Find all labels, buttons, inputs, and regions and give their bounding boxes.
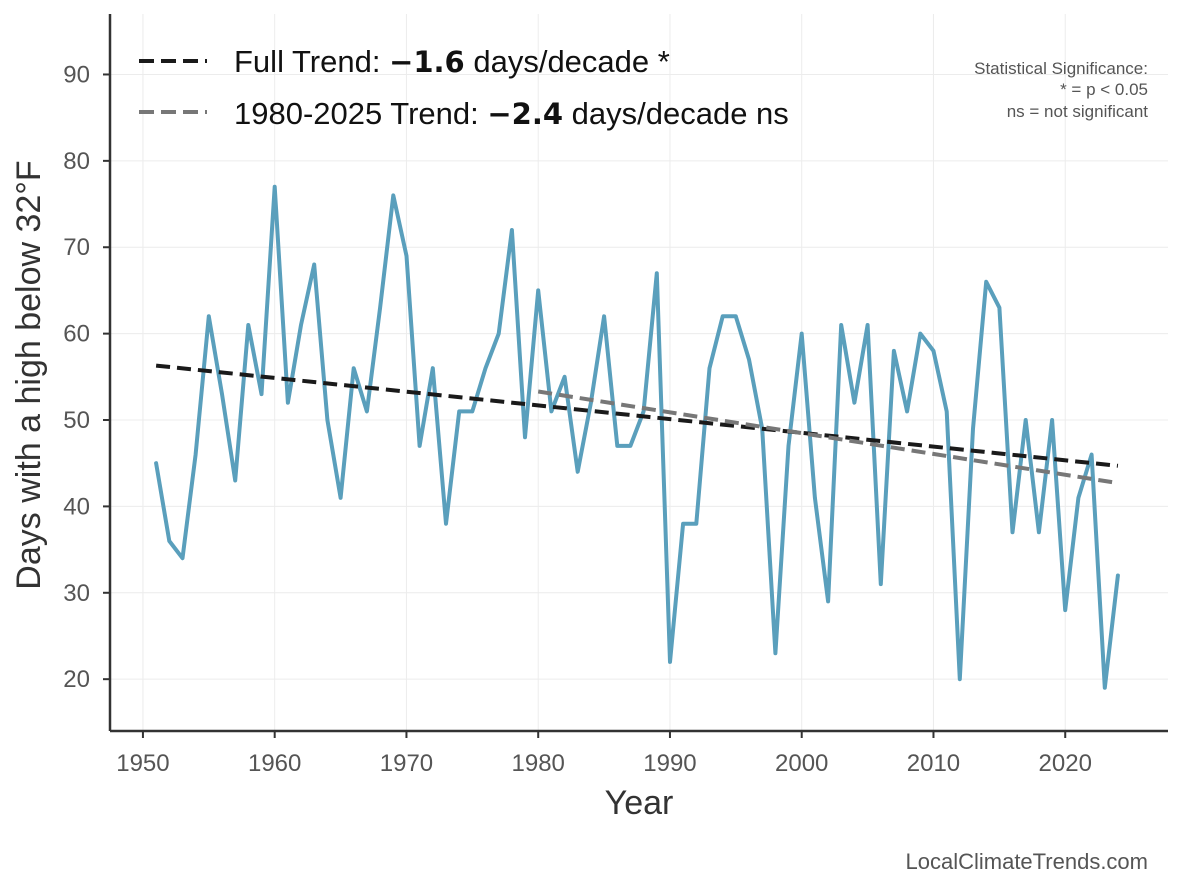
y-tick-label: 20: [63, 666, 90, 693]
legend-label-full-trend: Full Trend: −1.6 days/decade *: [234, 44, 670, 79]
trend-layer: [155, 363, 1119, 486]
y-tick-label: 70: [63, 234, 90, 261]
footer-credit: LocalClimateTrends.com: [906, 849, 1149, 874]
y-tick-label: 30: [63, 580, 90, 607]
y-axis-label: Days with a high below 32°F: [10, 160, 48, 589]
trend-line-full: [155, 363, 1119, 468]
ticks: 1950 1960 1970 1980 1990 2000 2010 202020304050…: [63, 61, 1092, 777]
x-tick-label: 1950: [116, 750, 169, 777]
legend: Full Trend: −1.6 days/decade * 1980-2025…: [139, 44, 789, 131]
x-tick-label: 1980: [512, 750, 565, 777]
legend-label-recent-trend: 1980-2025 Trend: −2.4 days/decade ns: [234, 96, 789, 131]
x-tick-label: 1990: [643, 750, 696, 777]
y-tick-label: 80: [63, 148, 90, 175]
significance-line-1: * = p < 0.05: [1060, 80, 1148, 99]
full-trend-rate: −1.6: [389, 45, 465, 79]
trend-line-recent: [537, 389, 1119, 486]
y-tick-label: 60: [63, 321, 90, 348]
x-tick-label: 1960: [248, 750, 301, 777]
x-tick-label: 2010: [907, 750, 960, 777]
x-axis-label: Year: [605, 784, 674, 822]
x-tick-label: 1970: [380, 750, 433, 777]
y-tick-label: 40: [63, 493, 90, 520]
x-tick-label: 2020: [1039, 750, 1092, 777]
grid: [110, 14, 1168, 731]
x-tick-label: 2000: [775, 750, 828, 777]
significance-line-2: ns = not significant: [1007, 102, 1149, 121]
y-tick-label: 50: [63, 407, 90, 434]
series-line: [154, 184, 1120, 690]
recent-trend-rate: −2.4: [487, 97, 563, 131]
axes: [108, 14, 1168, 733]
series-layer: [154, 184, 1120, 690]
significance-title: Statistical Significance:: [974, 59, 1148, 78]
significance-note: Statistical Significance: * = p < 0.05 n…: [974, 59, 1148, 121]
y-tick-label: 90: [63, 61, 90, 88]
